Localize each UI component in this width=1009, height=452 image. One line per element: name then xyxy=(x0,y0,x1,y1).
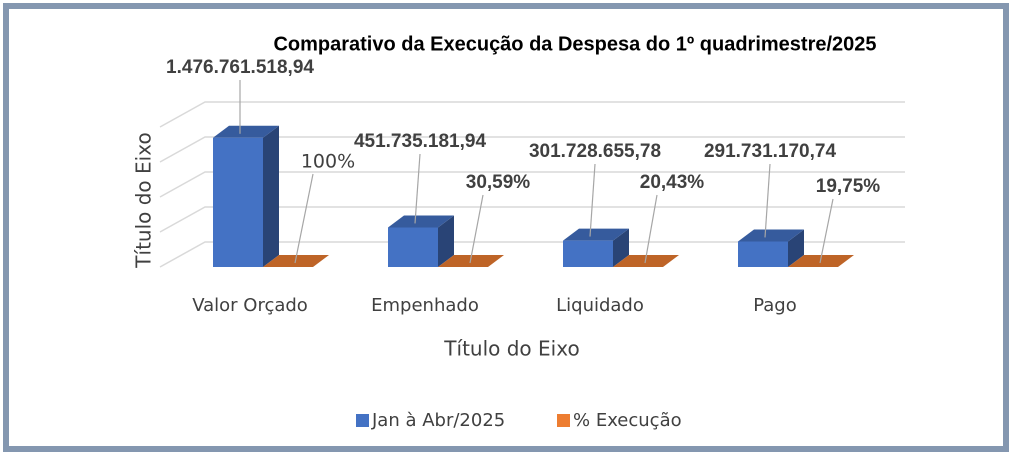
x-tick-label: Empenhado xyxy=(371,295,479,316)
grid-line xyxy=(159,206,905,233)
data-label: 20,43% xyxy=(640,172,705,193)
leader-line xyxy=(764,163,771,238)
x-tick-label: Liquidado xyxy=(556,295,644,316)
x-tick-label: Pago xyxy=(753,295,797,316)
bar-face xyxy=(563,240,613,267)
bar-face xyxy=(788,229,804,267)
grid-line xyxy=(159,101,905,128)
bar xyxy=(438,255,504,267)
legend-label: Jan à Abr/2025 xyxy=(371,410,505,431)
legend-swatch xyxy=(356,414,369,427)
bar-face xyxy=(613,255,679,267)
leader-line xyxy=(294,173,314,264)
bar-face xyxy=(438,255,504,267)
data-label: 301.728.655,78 xyxy=(529,141,661,162)
chart-frame xyxy=(3,3,1009,452)
data-label: 451.735.181,94 xyxy=(354,131,487,152)
leader-line xyxy=(414,153,421,224)
bar-face xyxy=(313,254,329,267)
y-axis-title: Título do Eixo xyxy=(132,132,156,268)
bar-face xyxy=(613,228,629,267)
bar-face xyxy=(738,241,788,267)
bar xyxy=(563,228,629,267)
chart-title: Comparativo da Execução da Despesa do 1º… xyxy=(273,33,876,55)
bar-face xyxy=(213,125,279,138)
grid-line xyxy=(159,241,905,268)
leader-line xyxy=(819,198,834,264)
data-label: 291.731.170,74 xyxy=(704,141,837,162)
grid-line xyxy=(159,136,905,163)
bar-face xyxy=(563,228,629,241)
data-label: 100% xyxy=(301,151,355,173)
x-tick-label: Valor Orçado xyxy=(192,295,308,316)
leader-line xyxy=(589,163,596,237)
data-label: 1.476.761.518,94 xyxy=(166,57,314,78)
bar-face xyxy=(263,125,279,268)
bar-face xyxy=(438,215,454,267)
grid-line xyxy=(159,171,905,198)
legend-label: % Execução xyxy=(573,410,682,431)
bar xyxy=(738,229,804,267)
bar-face xyxy=(738,229,804,242)
leader-line xyxy=(644,194,658,264)
data-label: 19,75% xyxy=(816,176,881,197)
leader-line xyxy=(469,194,484,264)
x-axis-title: Título do Eixo xyxy=(443,337,579,361)
legend-swatch xyxy=(557,414,570,427)
bar xyxy=(388,215,454,267)
bar xyxy=(613,255,679,267)
data-label: 30,59% xyxy=(466,172,531,193)
bar-face xyxy=(213,137,263,267)
bar-face xyxy=(388,215,454,228)
bar xyxy=(213,125,279,268)
bar-face xyxy=(388,227,438,267)
